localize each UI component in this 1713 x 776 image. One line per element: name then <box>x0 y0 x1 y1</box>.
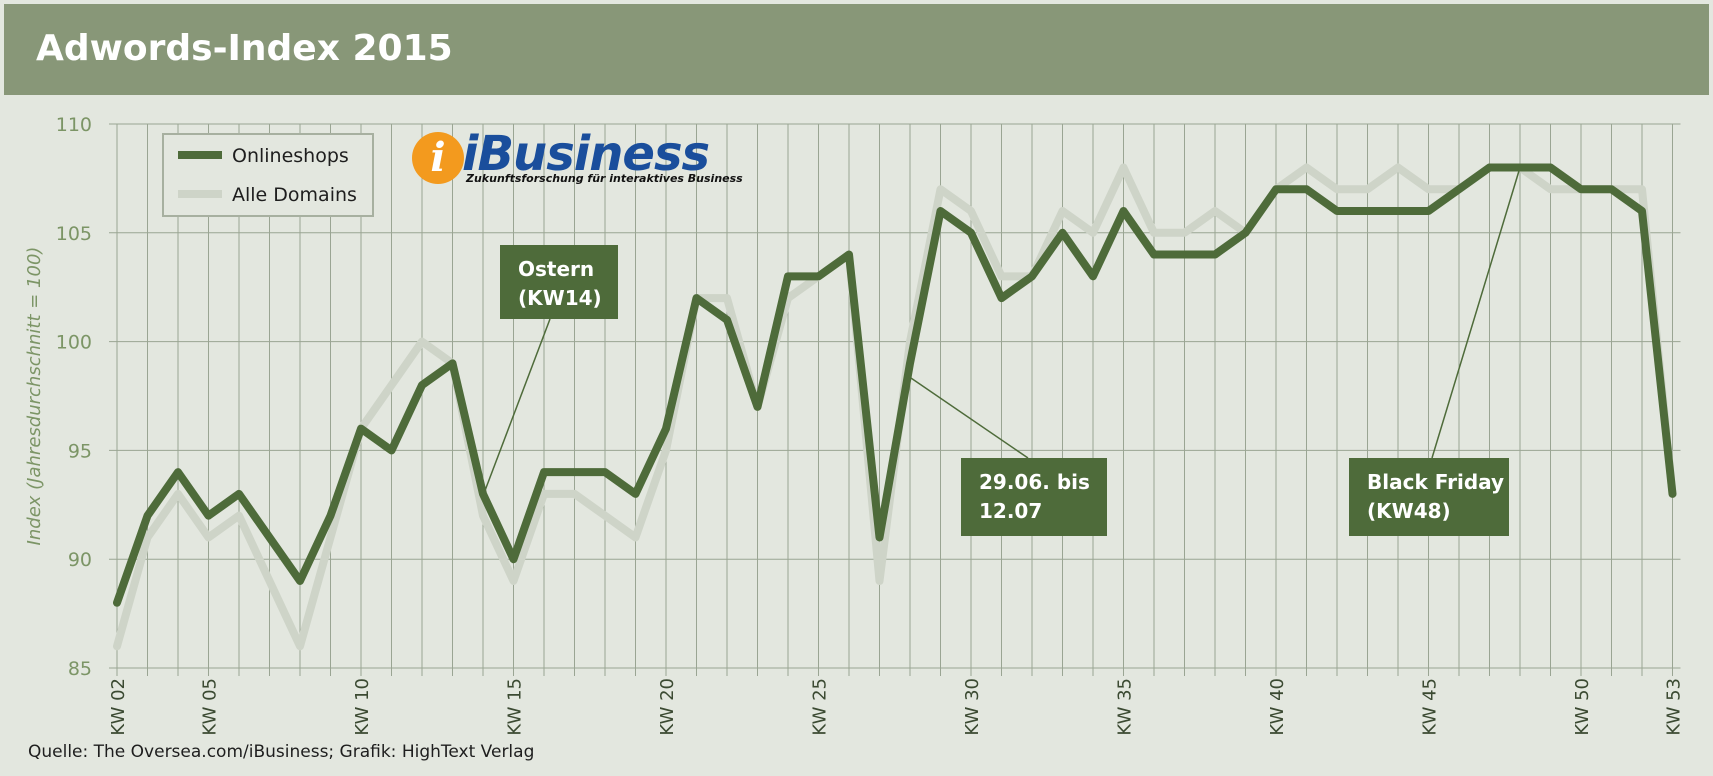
series-line-onlineshops <box>113 163 1677 607</box>
series-points-onlineshops <box>116 167 1673 603</box>
legend-box <box>162 133 374 217</box>
y-tick-label: 95 <box>68 440 92 462</box>
x-tick-label: KW 15 <box>505 678 526 736</box>
ibusiness-logo-icon: i <box>412 132 464 184</box>
y-tick-label: 110 <box>56 114 92 136</box>
logo-letter: i <box>430 134 446 181</box>
legend: Onlineshops Alle Domains <box>162 133 374 217</box>
x-tick-label: KW 20 <box>657 678 678 736</box>
callout-box <box>1349 458 1509 536</box>
x-tick-label: KW 30 <box>962 678 983 736</box>
callout-label: 12.07 <box>979 499 1042 523</box>
legend-label: Alle Domains <box>232 184 357 206</box>
callout-leader-line <box>909 376 1029 459</box>
callout-leader-line <box>1431 167 1521 459</box>
callout: Black Friday (KW48) <box>1349 458 1509 536</box>
legend-label: Onlineshops <box>232 145 349 167</box>
callout: 29.06. bis 12.07 <box>961 458 1107 536</box>
callout: Ostern (KW14) <box>500 245 618 319</box>
title-bar: Adwords-Index 2015 <box>4 4 1709 95</box>
x-tick-label: KW 40 <box>1267 678 1288 736</box>
y-tick-label: 100 <box>56 332 92 354</box>
logo-tagline: Zukunftsforschung für interaktives Busin… <box>466 172 743 185</box>
callout-label: (KW14) <box>518 286 602 310</box>
x-tick-label: KW 05 <box>200 678 221 736</box>
callout-label: Ostern <box>518 257 594 281</box>
page-title: Adwords-Index 2015 <box>36 28 453 69</box>
x-tick-label: KW 35 <box>1115 678 1136 736</box>
x-tick-label: KW 10 <box>352 678 373 736</box>
x-tick-label: KW 45 <box>1420 678 1441 736</box>
callout-label: Black Friday <box>1367 470 1504 494</box>
ibusiness-logo: iBusiness <box>462 126 710 182</box>
y-tick-label: 90 <box>68 549 92 571</box>
y-tick-label: 85 <box>68 658 92 680</box>
y-axis-label: Index (Jahresdurchschnitt = 100) <box>24 247 45 546</box>
callout-box <box>500 245 618 319</box>
series-line-alle-domains <box>113 163 1677 651</box>
y-tick-label: 105 <box>56 223 92 245</box>
source-note: Quelle: The Oversea.com/iBusiness; Grafi… <box>28 742 535 762</box>
callout-label: (KW48) <box>1367 499 1451 523</box>
x-tick-label: KW 50 <box>1572 678 1593 736</box>
x-tick-label: KW 02 <box>108 678 129 736</box>
callout-leader-line <box>482 318 551 497</box>
callout-box <box>961 458 1107 536</box>
x-tick-label: KW 53 <box>1664 678 1685 736</box>
x-tick-label: KW 25 <box>810 678 831 736</box>
callout-label: 29.06. bis <box>979 470 1090 494</box>
series-points-alle-domains <box>116 167 1673 647</box>
